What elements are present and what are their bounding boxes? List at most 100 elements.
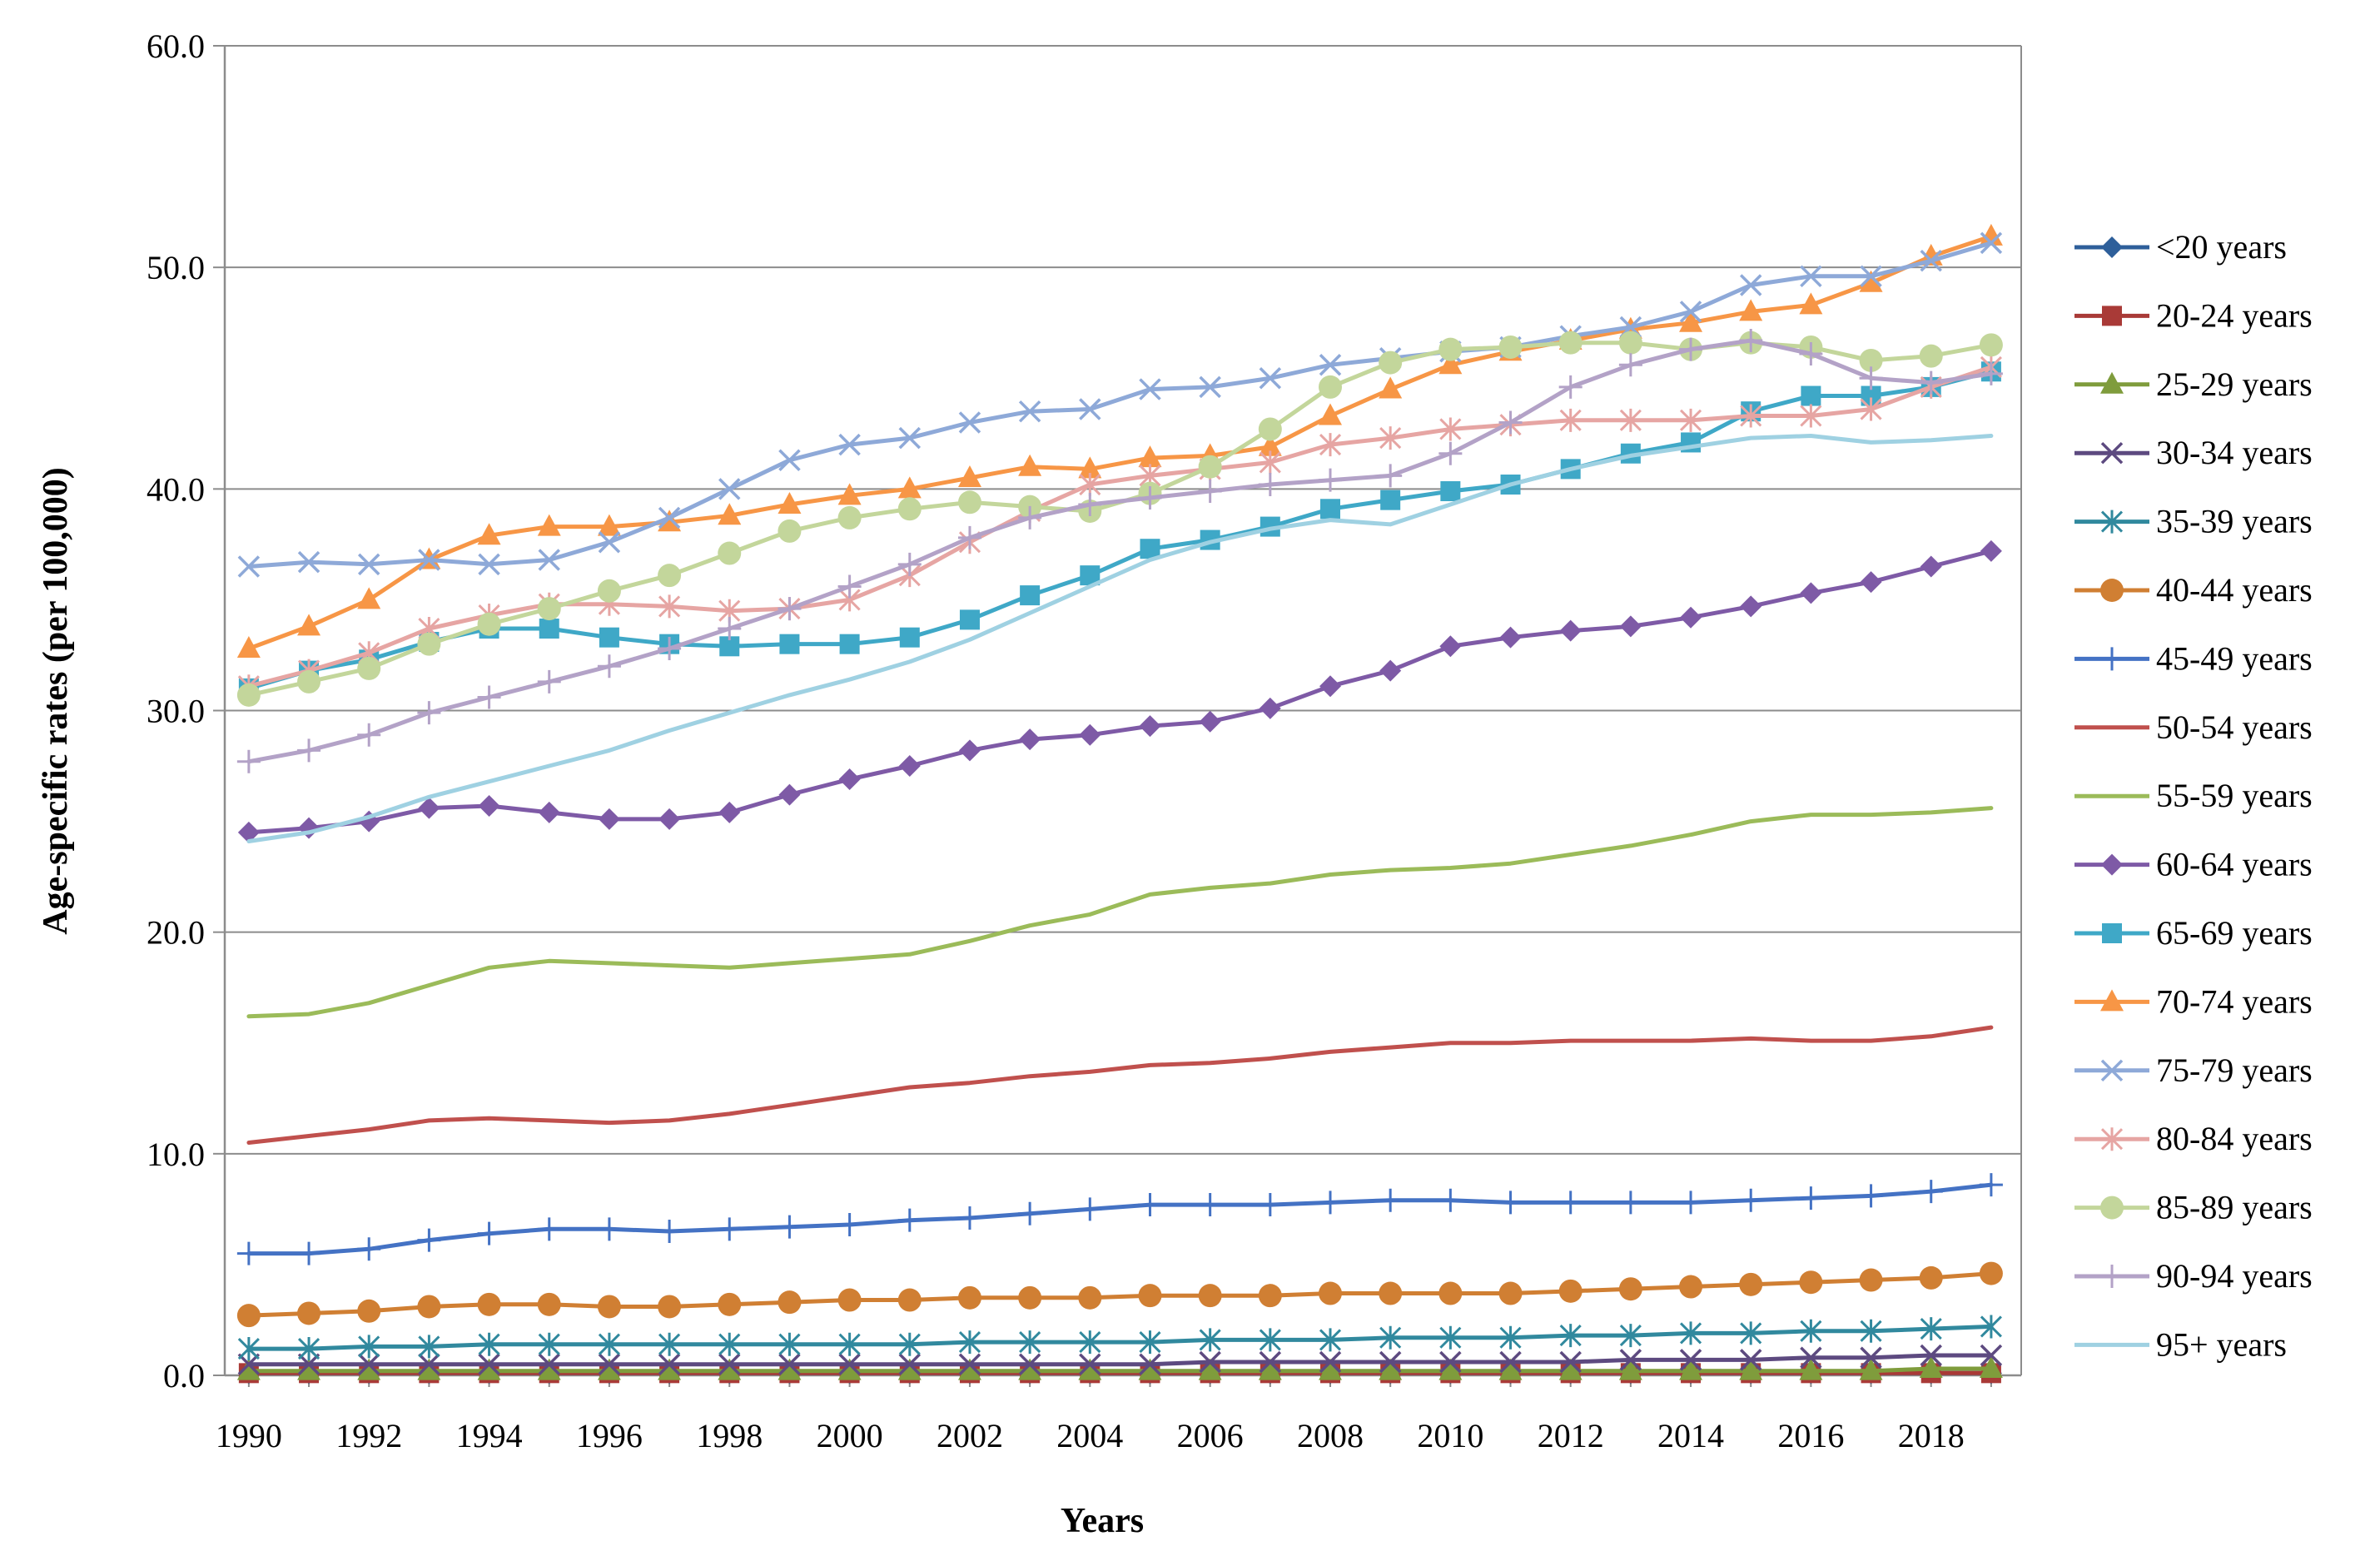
series-9: [237, 539, 2002, 843]
data-point: [477, 685, 501, 709]
legend-label: 55-59 years: [2156, 777, 2313, 814]
data-point: [477, 1358, 501, 1380]
data-point: [357, 1353, 380, 1375]
series-7: [246, 1025, 1994, 1145]
data-point: [297, 1241, 321, 1265]
data-point: [898, 1353, 922, 1375]
y-axis-title: Age-specific rates (per 100,000): [37, 467, 75, 934]
data-point: [1439, 1350, 1462, 1374]
data-point: [597, 1358, 621, 1380]
data-point: [1259, 1328, 1281, 1352]
data-point: [1198, 1193, 1222, 1217]
data-point: [1679, 408, 1702, 432]
data-point: [658, 808, 681, 830]
data-point: [837, 1213, 862, 1237]
data-point: [1018, 1201, 1042, 1225]
data-point: [897, 1288, 922, 1312]
data-point: [597, 579, 621, 603]
data-point: [1319, 1358, 1342, 1380]
data-point: [1438, 1358, 1463, 1380]
data-point: [1198, 1358, 1222, 1380]
data-point: [1018, 1353, 1041, 1375]
legend-label: 20-24 years: [2156, 296, 2313, 334]
x-tick-label: 2004: [1056, 1417, 1123, 1454]
data-point: [718, 801, 741, 823]
data-point: [837, 574, 862, 599]
data-point: [1919, 344, 1943, 368]
data-point: [418, 1353, 440, 1375]
data-point: [1199, 375, 1221, 399]
data-point: [658, 636, 682, 660]
data-point: [417, 1228, 441, 1252]
data-point: [1558, 1279, 1583, 1303]
data-point: [1739, 1272, 1763, 1296]
data-point: [959, 609, 980, 630]
data-point: [1679, 1191, 1703, 1215]
data-point: [236, 683, 261, 707]
data-point: [1258, 1193, 1282, 1217]
data-point: [1258, 1284, 1282, 1308]
data-point: [838, 1332, 861, 1356]
data-point: [357, 587, 381, 609]
series-16: [246, 434, 1994, 843]
data-point: [538, 549, 560, 571]
data-point: [1619, 615, 1642, 638]
series-4: [237, 1315, 2002, 1361]
data-point: [957, 1206, 981, 1230]
series-15: [236, 329, 2003, 773]
legend-item-8: 55-59 years: [2074, 777, 2313, 814]
legend-item-2: 25-29 years: [2074, 365, 2313, 403]
data-point: [1559, 408, 1582, 432]
data-point: [837, 505, 862, 529]
data-point: [1319, 1191, 1342, 1215]
data-point: [1258, 434, 1282, 456]
data-point: [237, 1353, 261, 1375]
data-point: [2100, 441, 2124, 465]
y-tick-label: 50.0: [147, 249, 205, 286]
data-point: [538, 801, 560, 823]
legend-label: 45-49 years: [2156, 639, 2313, 677]
data-point: [958, 739, 981, 762]
legend-label: <20 years: [2156, 228, 2287, 266]
data-point: [778, 1358, 802, 1380]
data-point: [898, 1332, 921, 1356]
data-point: [236, 1241, 261, 1265]
data-point: [477, 1221, 501, 1245]
data-point: [1799, 1186, 1823, 1211]
data-point: [236, 1358, 261, 1380]
data-point: [1499, 626, 1522, 649]
data-point: [1078, 1285, 1102, 1310]
data-point: [1319, 433, 1342, 457]
data-point: [1138, 1193, 1162, 1217]
data-point: [537, 1217, 561, 1241]
data-point: [237, 821, 260, 843]
data-point: [718, 1353, 741, 1375]
data-point: [538, 1332, 560, 1356]
data-point: [1018, 454, 1042, 476]
data-point: [718, 503, 742, 525]
data-point: [1558, 375, 1583, 399]
data-point: [1739, 329, 1763, 353]
data-point: [658, 506, 681, 529]
data-point: [1680, 606, 1702, 629]
data-point: [477, 612, 501, 636]
data-point: [1018, 505, 1042, 529]
data-point: [1319, 1350, 1342, 1374]
plot-area: [236, 223, 2003, 1385]
data-point: [958, 411, 981, 434]
data-point: [297, 669, 321, 694]
legend-item-6: 45-49 years: [2074, 639, 2313, 677]
data-point: [297, 1358, 321, 1380]
legend-item-7: 50-54 years: [2074, 708, 2313, 746]
data-point: [1799, 341, 1823, 365]
data-point: [658, 1358, 682, 1380]
gridlines: [225, 45, 2021, 1155]
data-point: [897, 1358, 922, 1380]
data-point: [1139, 1353, 1161, 1375]
data-point: [1919, 1356, 1943, 1379]
legend-label: 25-29 years: [2156, 365, 2313, 403]
data-point: [1140, 539, 1160, 559]
data-point: [418, 549, 440, 571]
